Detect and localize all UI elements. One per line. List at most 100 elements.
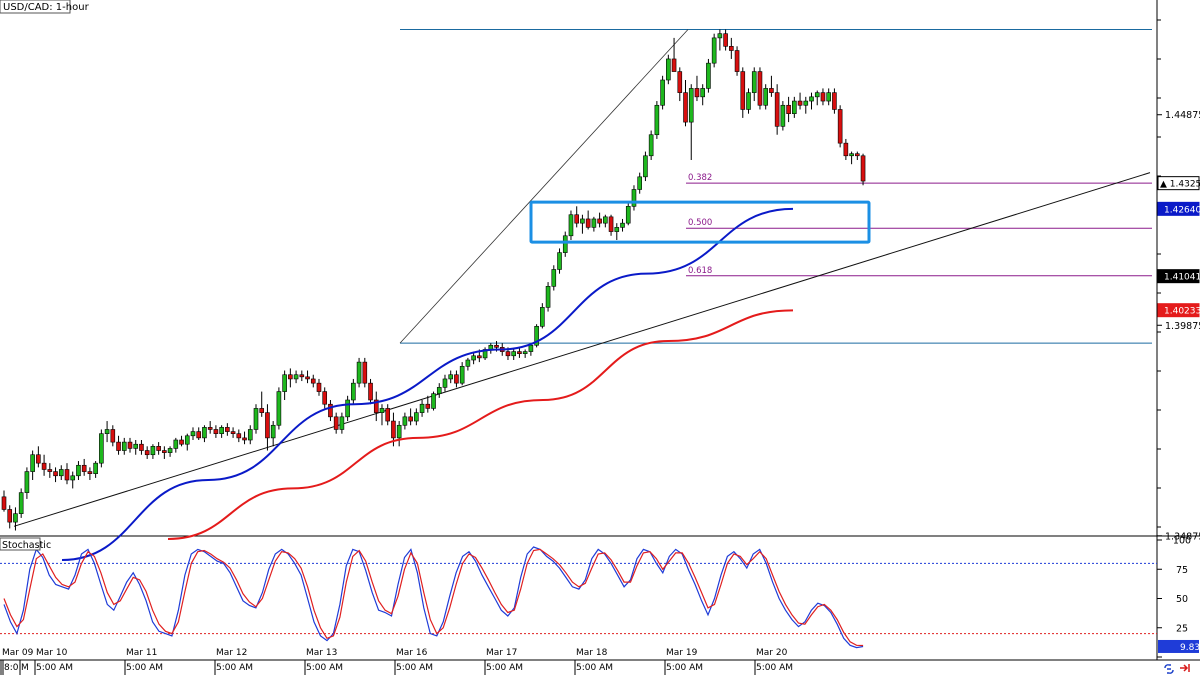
chart-title: USD/CAD: 1-hour [3, 2, 90, 13]
price-badge-label: 1.41041 [1164, 273, 1200, 283]
time-label: Mar 13 [306, 648, 337, 658]
annotation-lines: 0.382 0.500 0.618 [13, 28, 1152, 527]
bull-candle [465, 359, 471, 367]
bull-candle [528, 344, 534, 352]
arrow-exit-icon[interactable] [1180, 664, 1190, 672]
bear-candle [265, 412, 270, 439]
stoch-tick-label: 50 [1176, 594, 1188, 605]
time-label: 5:00 AM [36, 663, 73, 673]
bear-candle [36, 454, 41, 464]
bull-candle [551, 269, 557, 287]
bear-candle [837, 109, 843, 144]
bull-candle [219, 427, 224, 434]
time-label: Mar 11 [126, 648, 157, 658]
bear-candle [820, 92, 826, 102]
trendline [13, 172, 1151, 527]
bear-candle [162, 450, 167, 453]
bull-candle [849, 153, 854, 157]
time-label: 5:00 AM [396, 663, 433, 673]
bull-candle [792, 100, 797, 114]
bull-candle [666, 58, 671, 81]
bear-candle [368, 382, 373, 401]
bear-candle [677, 71, 683, 93]
bull-candle [643, 155, 648, 178]
bull-candle [654, 104, 660, 136]
time-label: Mar 09 [2, 648, 34, 658]
bull-candle [614, 227, 620, 232]
fib-level-label: 0.500 [688, 218, 712, 228]
time-label: Mar 16 [396, 648, 428, 658]
bear-candle [230, 431, 236, 434]
price-tick-label: 1.34875 [1165, 531, 1200, 542]
bull-candle [247, 429, 253, 441]
price-badge [1157, 201, 1200, 216]
bull-candle [648, 134, 654, 157]
bull-candle [351, 382, 356, 401]
bear-candle [127, 441, 133, 449]
bear-candle [64, 469, 70, 481]
bull-candle [270, 424, 276, 439]
bear-candle [757, 71, 763, 106]
bull-candle [379, 408, 385, 413]
time-label: Mar 19 [666, 648, 698, 658]
time-label: Mar 20 [756, 648, 788, 658]
bull-candle [121, 441, 127, 451]
time-label: 5:00 AM [576, 663, 613, 673]
bull-candle [93, 462, 98, 474]
bear-candle [156, 446, 161, 451]
time-label: Mar 18 [576, 648, 608, 658]
time-label: 5:00 AM [306, 663, 343, 673]
stoch-value-badge [1158, 639, 1199, 653]
bear-candle [316, 382, 322, 392]
bull-candle [751, 71, 757, 93]
bull-candle [402, 416, 408, 426]
bear-candle [310, 378, 316, 384]
bear-candle [288, 374, 293, 380]
bear-candle [855, 153, 860, 157]
bull-candle [660, 79, 665, 106]
bear-candle [671, 58, 677, 72]
bull-candle [133, 443, 139, 449]
bull-candle [13, 513, 18, 523]
bear-candle [797, 100, 803, 106]
bull-candle [814, 92, 820, 98]
bear-candle [740, 71, 746, 110]
bull-candle [471, 355, 476, 361]
bear-candle [608, 216, 614, 232]
bear-candle [425, 403, 431, 409]
bull-candle [711, 37, 717, 64]
bear-candle [116, 441, 121, 451]
bear-candle [734, 50, 740, 72]
bull-candle [30, 454, 35, 472]
bull-candle [637, 176, 642, 190]
bull-candle [809, 96, 814, 102]
bear-candle [207, 427, 213, 430]
bull-candle [803, 100, 809, 106]
bear-candle [597, 218, 602, 224]
bear-candle [333, 416, 339, 430]
stochastic-panel: 100 75 50 25 9.83 [0, 536, 1200, 658]
bear-candle [322, 391, 328, 405]
stochastic-title: Stochastic [2, 540, 51, 551]
price-tick-label: 1.39875 [1165, 321, 1200, 332]
bull-candle [746, 92, 751, 110]
bull-candle [76, 464, 81, 477]
bear-candle [299, 374, 305, 378]
bear-candle [139, 443, 144, 451]
bear-candle [1, 496, 7, 510]
chart-link-icon[interactable] [1163, 663, 1175, 674]
time-label: 5:00 AM [756, 663, 793, 673]
bull-candle [99, 433, 104, 464]
bull-candle [562, 235, 568, 253]
price-badge [1157, 269, 1200, 284]
bear-candle [110, 429, 116, 443]
bull-candle [431, 393, 436, 409]
x-axis: Mar 09 8:0 M Mar 10 5:00 AM Mar 11 5:00 AM Mar … [0, 648, 793, 675]
bull-candle [448, 374, 454, 380]
bull-candle [706, 62, 711, 89]
bull-candle [356, 361, 362, 384]
bear-candle [236, 433, 242, 439]
bear-candle [505, 351, 511, 357]
